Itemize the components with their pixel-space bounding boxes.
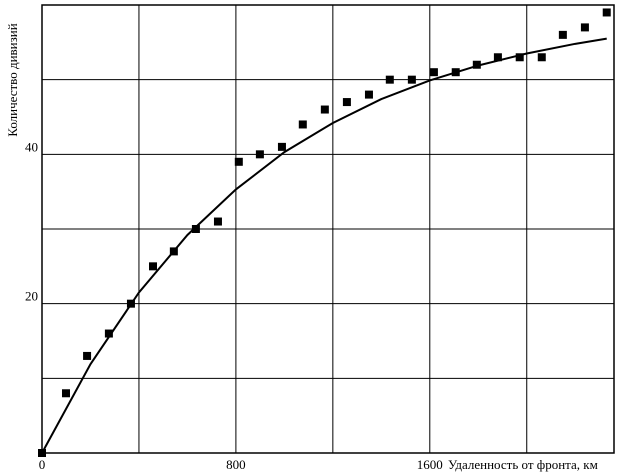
data-point [104,329,113,338]
data-point [429,68,438,77]
data-point [580,23,589,32]
data-point [515,53,524,62]
data-point [493,53,502,62]
data-point [149,262,158,271]
data-point [472,60,481,69]
data-point [407,75,416,84]
data-point [213,217,222,226]
data-point [234,157,243,166]
data-point [61,389,70,398]
data-point [558,30,567,39]
y-axis-label: Количество дивизий [5,23,20,136]
data-point [385,75,394,84]
data-point [342,98,351,107]
data-point [298,120,307,129]
data-point [255,150,264,159]
x-tick-label: 0 [39,457,46,472]
data-point [320,105,329,114]
data-point [364,90,373,99]
x-tick-label: 800 [226,457,246,472]
y-tick-label: 20 [25,289,38,304]
data-point [83,351,92,360]
data-point [277,142,286,151]
fit-curve [41,37,607,454]
data-point [191,225,200,233]
data-point [537,53,546,62]
data-point [602,8,611,17]
x-tick-label: 1600 [417,457,443,472]
y-tick-label: 40 [25,139,38,154]
x-axis-label: Удаленность от фронта, км [448,457,598,472]
